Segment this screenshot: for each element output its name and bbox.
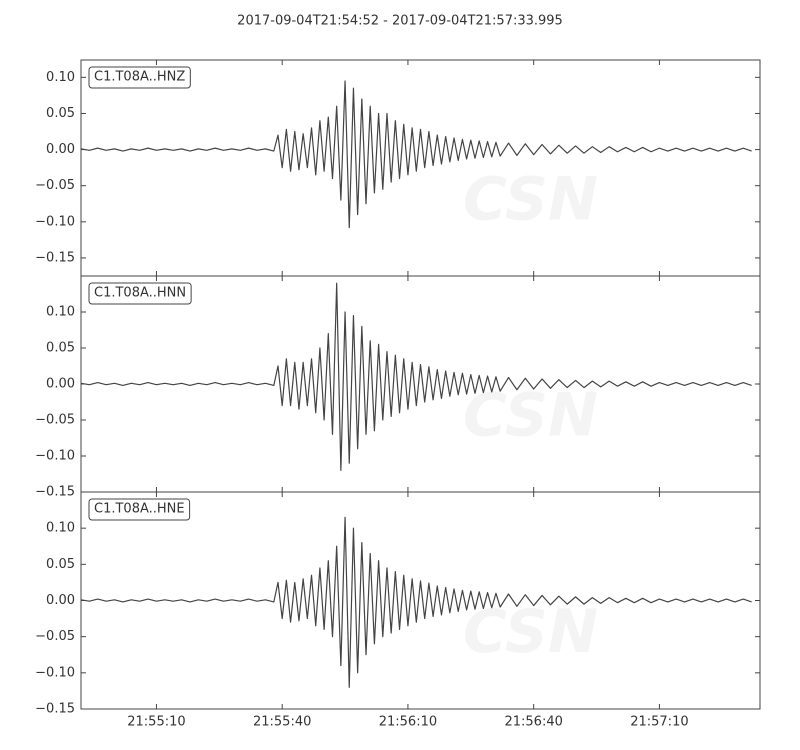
trace-label-box (88, 282, 192, 305)
panel-frame (80, 59, 761, 277)
y-tick-label: 0.00 (46, 377, 75, 392)
y-tick-label: −0.10 (35, 449, 75, 464)
y-tick-label: −0.15 (35, 250, 75, 265)
y-tick-label: 0.10 (46, 70, 75, 85)
watermark: CSN (463, 381, 598, 451)
y-tick-label: 0.00 (46, 142, 75, 157)
trace-label-box (88, 498, 191, 521)
y-tick-label: 0.00 (46, 593, 75, 608)
y-tick-label: 0.05 (46, 341, 75, 356)
watermark: CSN (463, 597, 598, 667)
y-tick-label: −0.05 (35, 629, 75, 644)
y-tick-label: 0.05 (46, 106, 75, 121)
panel-frame (80, 491, 761, 710)
trace-label: C1.T08A..HNE (94, 502, 185, 517)
trace-label: C1.T08A..HNZ (94, 70, 185, 85)
y-tick-label: −0.15 (35, 485, 75, 500)
y-tick-label: 0.10 (46, 521, 75, 536)
y-tick-label: 0.05 (46, 557, 75, 572)
trace-label-box (88, 66, 191, 89)
x-tick-label: 21:57:10 (630, 715, 688, 730)
y-tick-label: −0.10 (35, 665, 75, 680)
watermark: CSN (463, 165, 598, 235)
y-tick-label: −0.05 (35, 413, 75, 428)
y-tick-label: −0.05 (35, 178, 75, 193)
y-tick-label: −0.15 (35, 702, 75, 717)
y-tick-label: 0.10 (46, 305, 75, 320)
waveform (80, 80, 752, 229)
waveform (80, 282, 752, 471)
chart-title: 2017-09-04T21:54:52 - 2017-09-04T21:57:3… (237, 14, 563, 29)
trace-label: C1.T08A..HNN (94, 286, 186, 301)
x-tick-label: 21:56:40 (504, 715, 562, 730)
y-tick-label: −0.10 (35, 214, 75, 229)
x-tick-label: 21:55:40 (253, 715, 311, 730)
x-tick-label: 21:55:10 (127, 715, 185, 730)
waveform (80, 516, 752, 688)
x-tick-label: 21:56:10 (379, 715, 437, 730)
